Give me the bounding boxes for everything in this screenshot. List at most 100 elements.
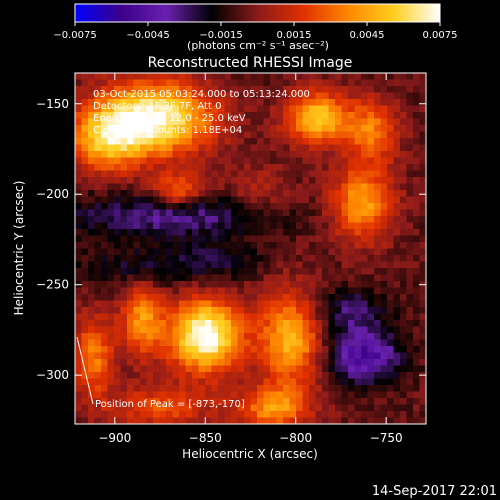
heatmap-cell	[88, 320, 96, 328]
heatmap-cell	[120, 92, 128, 100]
heatmap-cell	[250, 385, 258, 393]
heatmap-cell	[127, 92, 135, 100]
heatmap-cell	[179, 229, 187, 237]
heatmap-cell	[302, 196, 310, 204]
heatmap-cell	[328, 92, 336, 100]
heatmap-cell	[114, 268, 122, 276]
heatmap-cell	[101, 268, 109, 276]
heatmap-cell	[159, 157, 167, 165]
heatmap-cell	[140, 391, 148, 399]
heatmap-cell	[114, 398, 122, 406]
heatmap-cell	[205, 300, 213, 308]
heatmap-cell	[94, 222, 102, 230]
heatmap-cell	[380, 398, 388, 406]
heatmap-cell	[140, 235, 148, 243]
heatmap-cell	[250, 352, 258, 360]
heatmap-cell	[94, 411, 102, 419]
heatmap-cell	[133, 196, 141, 204]
heatmap-cell	[387, 385, 395, 393]
heatmap-cell	[179, 203, 187, 211]
heatmap-cell	[172, 86, 180, 94]
heatmap-cell	[322, 73, 330, 81]
heatmap-cell	[94, 151, 102, 159]
heatmap-cell	[309, 209, 317, 217]
heatmap-cell	[250, 229, 258, 237]
heatmap-cell	[276, 281, 284, 289]
heatmap-cell	[231, 346, 239, 354]
heatmap-cell	[367, 73, 375, 81]
heatmap-cell	[276, 92, 284, 100]
heatmap-cell	[302, 99, 310, 107]
heatmap-cell	[276, 144, 284, 152]
heatmap-cell	[127, 411, 135, 419]
heatmap-cell	[270, 105, 278, 113]
heatmap-cell	[153, 255, 161, 263]
heatmap-cell	[296, 365, 304, 373]
heatmap-cell	[159, 177, 167, 185]
heatmap-cell	[354, 170, 362, 178]
heatmap-cell	[393, 320, 401, 328]
heatmap-cell	[257, 105, 265, 113]
heatmap-cell	[133, 125, 141, 133]
heatmap-cell	[198, 333, 206, 341]
heatmap-cell	[224, 73, 232, 81]
heatmap-cell	[75, 404, 83, 412]
heatmap-cell	[172, 183, 180, 191]
heatmap-cell	[224, 86, 232, 94]
heatmap-cell	[335, 125, 343, 133]
heatmap-cell	[107, 300, 115, 308]
heatmap-cell	[257, 417, 265, 424]
heatmap-cell	[75, 248, 83, 256]
heatmap-cell	[374, 151, 382, 159]
heatmap-cell	[348, 255, 356, 263]
heatmap-cell	[387, 170, 395, 178]
heatmap-cell	[172, 391, 180, 399]
heatmap-cell	[309, 287, 317, 295]
heatmap-cell	[413, 248, 421, 256]
heatmap-cell	[120, 398, 128, 406]
heatmap-cell	[198, 229, 206, 237]
heatmap-cell	[361, 417, 369, 424]
heatmap-cell	[192, 346, 200, 354]
heatmap-cell	[172, 190, 180, 198]
heatmap-cell	[107, 131, 115, 139]
heatmap-cell	[289, 92, 297, 100]
heatmap-cell	[81, 157, 89, 165]
heatmap-cell	[315, 118, 323, 126]
heatmap-cell	[419, 411, 426, 419]
heatmap-cell	[224, 222, 232, 230]
heatmap-cell	[406, 268, 414, 276]
heatmap-cell	[211, 183, 219, 191]
heatmap-cell	[244, 99, 252, 107]
heatmap-cell	[114, 190, 122, 198]
heatmap-cell	[153, 281, 161, 289]
heatmap-cell	[380, 274, 388, 282]
heatmap-cell	[387, 287, 395, 295]
heatmap-cell	[101, 248, 109, 256]
heatmap-cell	[94, 196, 102, 204]
heatmap-cell	[374, 144, 382, 152]
heatmap-cell	[400, 144, 408, 152]
heatmap-cell	[341, 79, 349, 87]
heatmap-cell	[211, 320, 219, 328]
heatmap-cell	[400, 229, 408, 237]
heatmap-cell	[185, 320, 193, 328]
heatmap-cell	[328, 170, 336, 178]
heatmap-cell	[250, 391, 258, 399]
heatmap-cell	[224, 170, 232, 178]
heatmap-cell	[75, 209, 83, 217]
heatmap-cell	[114, 307, 122, 315]
heatmap-cell	[270, 235, 278, 243]
heatmap-cell	[257, 352, 265, 360]
heatmap-cell	[374, 398, 382, 406]
heatmap-cell	[400, 261, 408, 269]
heatmap-cell	[361, 131, 369, 139]
heatmap-cell	[296, 320, 304, 328]
heatmap-cell	[380, 138, 388, 146]
heatmap-cell	[185, 352, 193, 360]
heatmap-cell	[185, 164, 193, 172]
heatmap-cell	[361, 105, 369, 113]
heatmap-cell	[276, 365, 284, 373]
heatmap-cell	[315, 164, 323, 172]
heatmap-cell	[166, 274, 174, 282]
